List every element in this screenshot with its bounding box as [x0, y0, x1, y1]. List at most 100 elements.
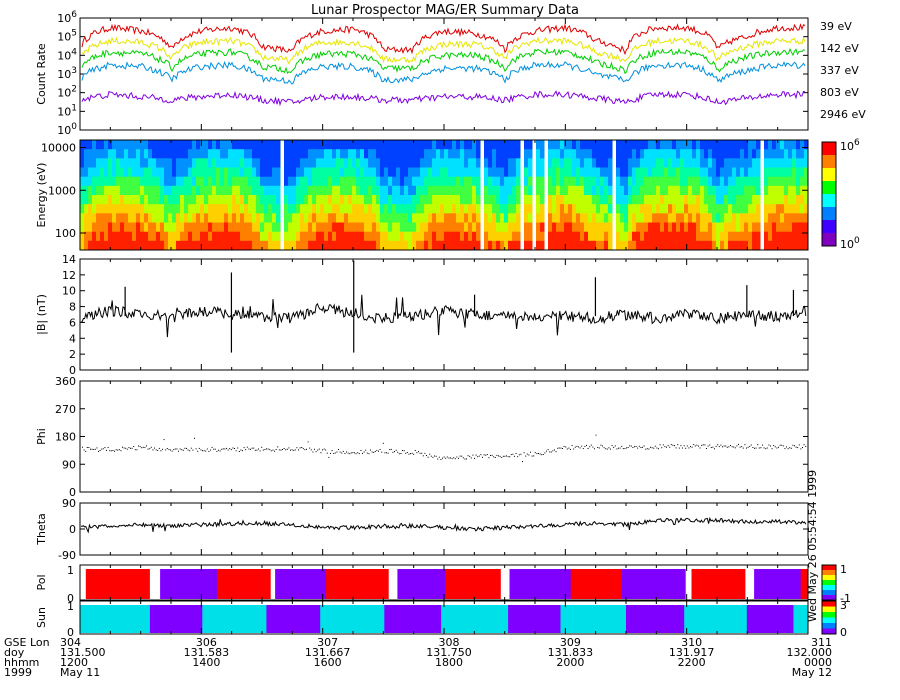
- spectrogram-cell: [124, 185, 129, 196]
- spectrogram-cell: [564, 222, 569, 233]
- spectrogram-cell: [528, 231, 533, 242]
- spectrogram-cell: [572, 213, 577, 223]
- spectrogram-cell: [208, 149, 213, 159]
- spectrogram-cell: [504, 167, 509, 178]
- spectrogram-cell: [580, 149, 585, 159]
- band-colorbar: 30: [821, 599, 847, 639]
- x-tick-lon: 308: [439, 636, 460, 649]
- spectrogram-cell: [728, 195, 733, 205]
- spectrogram-cell: [172, 140, 177, 150]
- spectrogram-cell: [88, 195, 93, 205]
- spectrogram-cell: [252, 167, 257, 178]
- phi-point: [192, 449, 194, 451]
- spectrogram-cell: [432, 240, 437, 251]
- phi-point: [246, 446, 248, 448]
- spectrogram-cell: [256, 240, 261, 251]
- spectrogram-cell: [720, 167, 725, 178]
- spectrogram-cell: [328, 204, 333, 214]
- spectrogram-cell: [744, 158, 749, 168]
- spectrogram-cell: [588, 158, 593, 168]
- spectrogram-cell: [452, 204, 457, 214]
- spectrogram-cell: [96, 204, 101, 214]
- phi-point: [254, 449, 256, 451]
- spectrogram-cell: [588, 213, 593, 223]
- spectrogram-cell: [392, 140, 397, 150]
- spectrogram-cell: [508, 176, 513, 187]
- spectrogram-cell: [796, 140, 801, 150]
- spectrogram-cell: [736, 149, 741, 159]
- spectrogram-cell: [124, 149, 129, 159]
- spectrogram-cell: [372, 167, 377, 178]
- spectrogram-cell: [184, 167, 189, 178]
- spectrogram-cell: [768, 195, 773, 205]
- phi-point: [618, 447, 619, 449]
- phi-point: [458, 457, 459, 459]
- spectrogram-cell: [584, 158, 589, 168]
- spectrogram-cell: [428, 158, 433, 168]
- spectrogram-cell: [512, 158, 517, 168]
- spectrogram-cell: [284, 176, 289, 187]
- spectrogram-cell: [216, 176, 221, 187]
- colorbar-cell: [822, 165, 836, 169]
- spectrogram-cell: [124, 140, 129, 150]
- spectrogram-cell: [316, 140, 321, 150]
- y-tick-label: 360: [55, 375, 76, 388]
- spectrogram-cell: [188, 204, 193, 214]
- spectrogram-cell: [236, 222, 241, 233]
- spectrogram-cell: [796, 204, 801, 214]
- phi-point: [392, 451, 394, 453]
- spectrogram-cell: [752, 240, 757, 251]
- phi-point: [251, 447, 253, 449]
- spectrogram-cell: [548, 231, 553, 242]
- phi-point: [800, 448, 802, 450]
- phi-point: [547, 449, 549, 451]
- phi-point: [670, 444, 672, 446]
- spectrogram-cell: [528, 176, 533, 187]
- spectrogram-cell: [772, 167, 777, 178]
- phi-point: [323, 448, 325, 450]
- spectrogram-cell: [288, 240, 293, 251]
- phi-point: [493, 456, 495, 458]
- spectrogram-cell: [516, 240, 521, 251]
- spectrogram-cell: [656, 222, 661, 233]
- phi-point: [466, 458, 467, 460]
- spectrogram-cell: [764, 213, 769, 223]
- count-rate-series-line: [81, 90, 806, 107]
- phi-point: [691, 446, 693, 448]
- spectrogram-cell: [164, 204, 169, 214]
- x-tick-doy: 131.917: [669, 646, 715, 659]
- spectrogram-cell: [448, 167, 453, 178]
- spectrogram-cell: [692, 222, 697, 233]
- spectrogram-cell: [564, 167, 569, 178]
- spectrogram-cell: [376, 240, 381, 251]
- spectrogram-cell: [740, 167, 745, 178]
- spectrogram-cell: [468, 149, 473, 159]
- spectrogram-cell: [784, 167, 789, 178]
- spectrogram-cell: [368, 158, 373, 168]
- spectrogram-cell: [420, 158, 425, 168]
- spectrogram-cell: [296, 176, 301, 187]
- spectrogram-cell: [340, 231, 345, 242]
- spectrogram-cell: [772, 195, 777, 205]
- phi-point: [83, 449, 85, 451]
- spectrogram-cell: [572, 167, 577, 178]
- spectrogram-cell: [720, 185, 725, 196]
- phi-point: [426, 455, 427, 456]
- spectrogram-cell: [556, 140, 561, 150]
- spectrogram-cell: [276, 185, 281, 196]
- spectrogram-cell: [696, 158, 701, 168]
- spectrogram-cell: [732, 149, 737, 159]
- spectrogram-cell: [800, 167, 805, 178]
- spectrogram-cell: [396, 176, 401, 187]
- spectrogram-cell: [308, 185, 313, 196]
- spectrogram-cell: [356, 231, 361, 242]
- spectrogram-cell: [336, 158, 341, 168]
- spectrogram-cell: [332, 167, 337, 178]
- y-axis-label: Energy (eV): [35, 163, 48, 228]
- spectrogram-cell: [468, 222, 473, 233]
- spectrogram-cell: [240, 204, 245, 214]
- spectrogram-cell: [196, 222, 201, 233]
- spectrogram-cell: [244, 195, 249, 205]
- spectrogram-cell: [296, 222, 301, 233]
- spectrogram-cell: [712, 204, 717, 214]
